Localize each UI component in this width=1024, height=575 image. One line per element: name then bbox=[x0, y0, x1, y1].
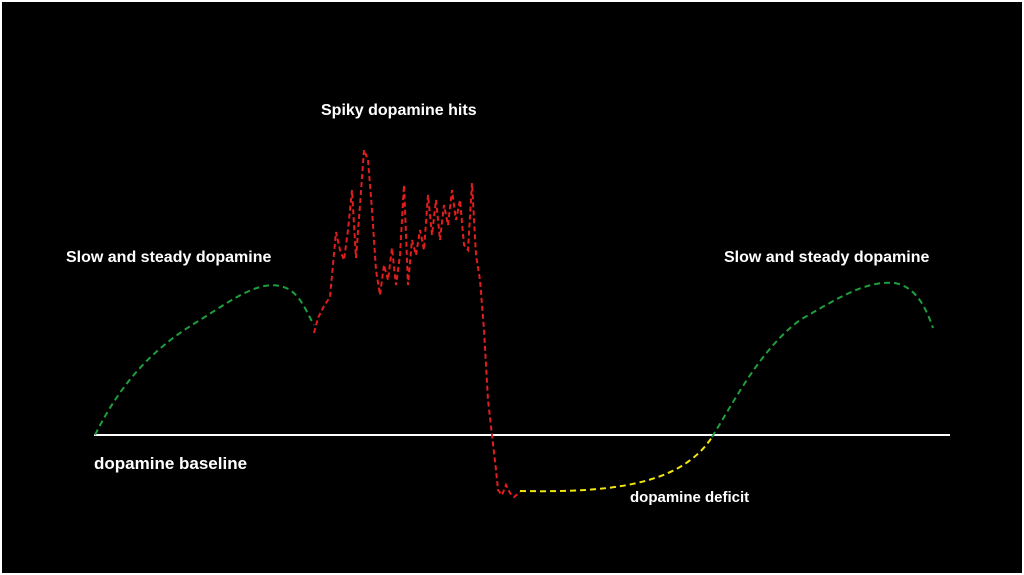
spiky-dopamine-label: Spiky dopamine hits bbox=[321, 102, 477, 119]
steady-curve-right bbox=[711, 281, 934, 438]
steady-dopamine-label-left: Slow and steady dopamine bbox=[66, 249, 272, 266]
steady-curve-left bbox=[94, 284, 315, 436]
baseline-label: dopamine baseline bbox=[94, 454, 248, 473]
deficit-curve bbox=[519, 436, 713, 493]
spiky-curve bbox=[313, 149, 521, 499]
deficit-label: dopamine deficit bbox=[630, 489, 750, 506]
steady-dopamine-label-right: Slow and steady dopamine bbox=[724, 249, 930, 266]
